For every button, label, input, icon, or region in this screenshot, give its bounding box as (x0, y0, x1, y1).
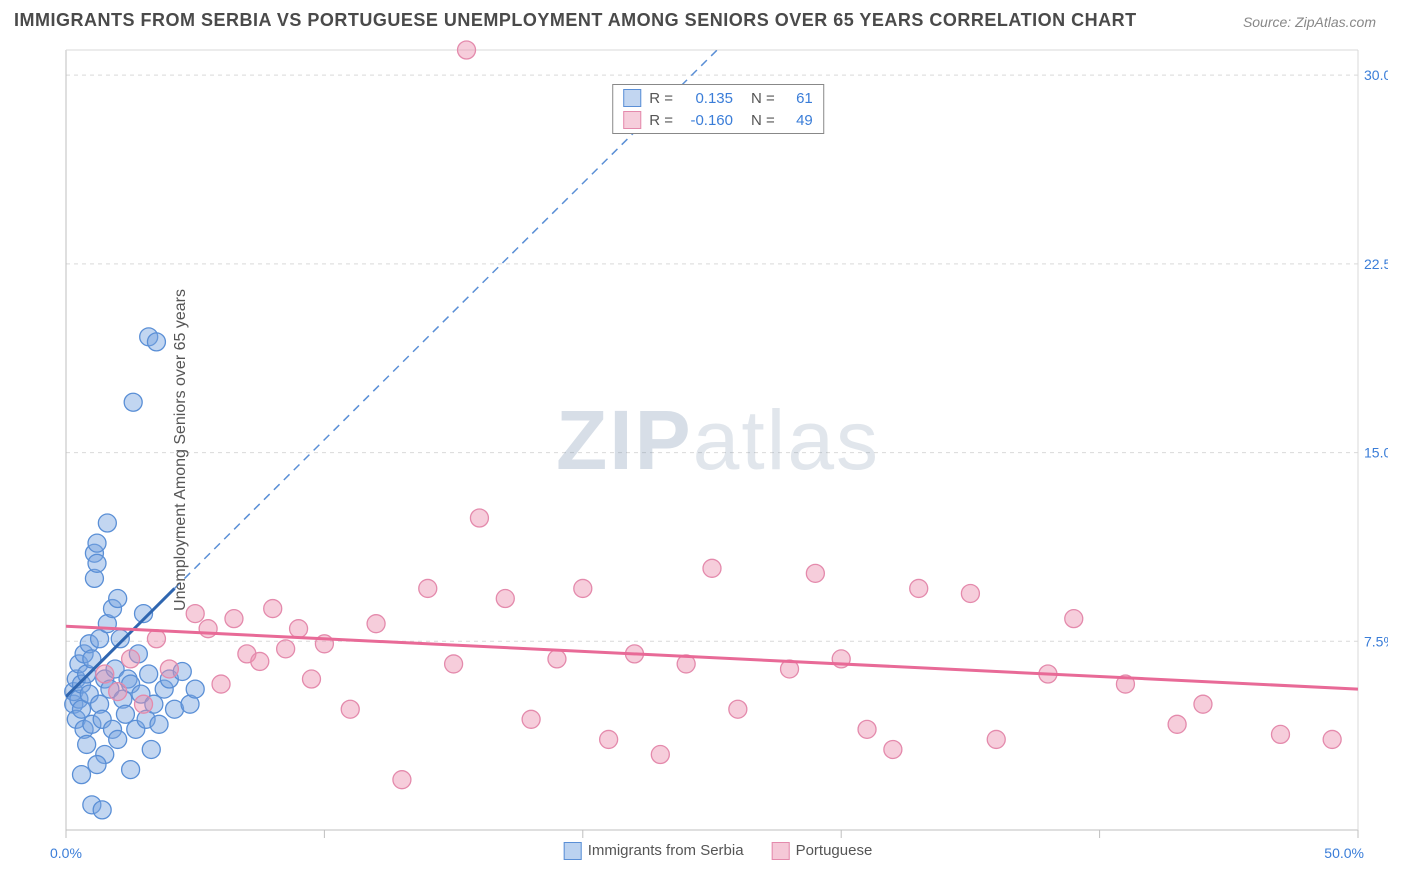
stats-swatch (623, 111, 641, 129)
stats-r-value: 0.135 (681, 90, 733, 107)
data-point (496, 590, 514, 608)
chart-area: Unemployment Among Seniors over 65 years… (48, 40, 1388, 860)
source-prefix: Source: (1243, 14, 1295, 30)
data-point (987, 730, 1005, 748)
data-point (1323, 730, 1341, 748)
data-point (109, 683, 127, 701)
legend-swatch (772, 842, 790, 860)
stats-r-label: R = (649, 112, 673, 129)
data-point (225, 610, 243, 628)
data-point (88, 554, 106, 572)
y-axis-label: Unemployment Among Seniors over 65 years (172, 289, 190, 611)
data-point (419, 579, 437, 597)
legend-item: Immigrants from Serbia (564, 842, 744, 860)
stats-r-label: R = (649, 90, 673, 107)
data-point (111, 630, 129, 648)
data-point (78, 735, 96, 753)
data-point (806, 564, 824, 582)
data-point (651, 746, 669, 764)
legend-swatch (564, 842, 582, 860)
legend-item: Portuguese (772, 842, 873, 860)
data-point (186, 680, 204, 698)
data-point (1168, 715, 1186, 733)
data-point (858, 720, 876, 738)
data-point (600, 730, 618, 748)
source-attribution: Source: ZipAtlas.com (1243, 14, 1376, 30)
data-point (124, 393, 142, 411)
data-point (160, 660, 178, 678)
chart-title: IMMIGRANTS FROM SERBIA VS PORTUGUESE UNE… (14, 10, 1137, 31)
data-point (574, 579, 592, 597)
stats-row: R = 0.135 N = 61 (613, 87, 823, 109)
stats-n-value: 61 (783, 90, 813, 107)
legend-label: Immigrants from Serbia (588, 842, 744, 859)
y-tick-label: 7.5% (1364, 633, 1388, 649)
y-tick-label: 30.0% (1364, 67, 1388, 83)
stats-n-label: N = (751, 112, 775, 129)
data-point (264, 600, 282, 618)
data-point (140, 665, 158, 683)
data-point (147, 333, 165, 351)
data-point (729, 700, 747, 718)
data-point (73, 766, 91, 784)
stats-row: R = -0.160 N = 49 (613, 109, 823, 131)
data-point (341, 700, 359, 718)
scatter-chart: 7.5% 15.0% 22.5% 30.0% 0.0% 50.0% (48, 40, 1388, 860)
data-point (910, 579, 928, 597)
x-tick-label: 0.0% (50, 845, 82, 860)
data-point (277, 640, 295, 658)
data-point (884, 740, 902, 758)
data-point (251, 652, 269, 670)
data-point (302, 670, 320, 688)
data-point (142, 740, 160, 758)
data-point (1194, 695, 1212, 713)
data-point (122, 761, 140, 779)
data-point (98, 514, 116, 532)
correlation-stats-box: R = 0.135 N = 61 R = -0.160 N = 49 (612, 84, 824, 134)
source-link[interactable]: ZipAtlas.com (1295, 14, 1376, 30)
data-point (109, 590, 127, 608)
data-point (212, 675, 230, 693)
stats-n-label: N = (751, 90, 775, 107)
data-point (150, 715, 168, 733)
stats-n-value: 49 (783, 112, 813, 129)
data-point (116, 705, 134, 723)
data-point (109, 730, 127, 748)
data-point (522, 710, 540, 728)
data-point (96, 665, 114, 683)
data-point (703, 559, 721, 577)
data-point (199, 620, 217, 638)
data-point (1271, 725, 1289, 743)
data-point (548, 650, 566, 668)
y-tick-label: 15.0% (1364, 445, 1388, 461)
data-point (93, 801, 111, 819)
data-point (961, 584, 979, 602)
data-point (367, 615, 385, 633)
x-tick-label: 50.0% (1324, 845, 1364, 860)
data-point (1065, 610, 1083, 628)
data-point (458, 41, 476, 59)
data-point (147, 630, 165, 648)
data-point (135, 695, 153, 713)
data-point (122, 650, 140, 668)
data-point (290, 620, 308, 638)
legend-bottom: Immigrants from Serbia Portuguese (564, 842, 873, 860)
data-point (445, 655, 463, 673)
series-portuguese (96, 41, 1341, 789)
data-point (393, 771, 411, 789)
stats-swatch (623, 89, 641, 107)
legend-label: Portuguese (796, 842, 873, 859)
data-point (88, 534, 106, 552)
stats-r-value: -0.160 (681, 112, 733, 129)
data-point (88, 756, 106, 774)
y-tick-label: 22.5% (1364, 256, 1388, 272)
data-point (470, 509, 488, 527)
